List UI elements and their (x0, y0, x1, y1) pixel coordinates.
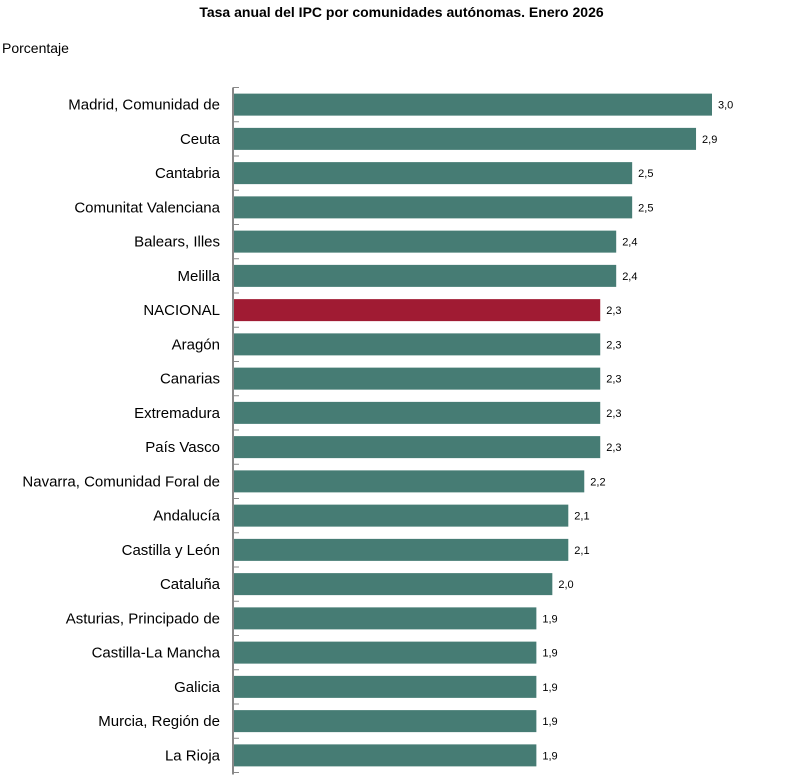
bar (233, 470, 585, 493)
bar (233, 264, 617, 287)
category-label: Ceuta (180, 131, 221, 148)
data-label: 2,3 (606, 305, 621, 317)
bar (233, 710, 537, 733)
data-label: 2,3 (606, 339, 621, 351)
data-label: 1,9 (542, 750, 557, 762)
bar (233, 367, 601, 390)
bar (233, 196, 633, 219)
category-label: La Rioja (165, 747, 221, 764)
data-label: 2,9 (702, 134, 717, 146)
category-label: Cantabria (155, 165, 221, 182)
bar (233, 607, 537, 630)
category-label: NACIONAL (143, 302, 220, 319)
data-label: 2,5 (638, 202, 653, 214)
category-label: Comunitat Valenciana (74, 199, 220, 216)
category-label: Cataluña (160, 576, 221, 593)
data-label: 1,9 (542, 682, 557, 694)
category-label: País Vasco (145, 439, 220, 456)
category-label: Galicia (174, 679, 221, 696)
bar (233, 401, 601, 424)
bar (233, 299, 601, 322)
bar (233, 675, 537, 698)
category-label: Canarias (160, 371, 220, 388)
bar (233, 504, 569, 527)
data-label: 2,5 (638, 168, 653, 180)
category-label: Navarra, Comunidad Foral de (22, 473, 220, 490)
category-label: Castilla y León (122, 542, 220, 559)
data-label: 2,4 (622, 271, 637, 283)
data-label: 1,9 (542, 613, 557, 625)
category-label: Asturias, Principado de (66, 610, 220, 627)
data-label: 2,0 (558, 579, 573, 591)
bar (233, 162, 633, 185)
data-label: 3,0 (718, 100, 733, 112)
bar (233, 744, 537, 767)
data-label: 1,9 (542, 648, 557, 660)
bar (233, 538, 569, 561)
bar (233, 436, 601, 459)
category-label: Murcia, Región de (98, 713, 220, 730)
category-label: Aragón (172, 336, 220, 353)
category-label: Castilla-La Mancha (92, 645, 221, 662)
data-label: 2,3 (606, 408, 621, 420)
category-label: Melilla (177, 268, 220, 285)
data-label: 2,4 (622, 237, 637, 249)
bar (233, 230, 617, 253)
category-label: Andalucía (153, 508, 220, 525)
bar (233, 333, 601, 356)
bar (233, 641, 537, 664)
category-label: Madrid, Comunidad de (68, 97, 220, 114)
data-label: 1,9 (542, 716, 557, 728)
chart-title: Tasa anual del IPC por comunidades autón… (199, 4, 604, 20)
data-label: 2,1 (574, 545, 589, 557)
bar (233, 93, 712, 116)
data-label: 2,1 (574, 511, 589, 523)
y-unit-label: Porcentaje (2, 40, 69, 56)
data-label: 2,2 (590, 476, 605, 488)
category-label: Extremadura (134, 405, 221, 422)
data-label: 2,3 (606, 374, 621, 386)
category-label: Balears, Illes (134, 234, 220, 251)
bar (233, 127, 697, 150)
data-label: 2,3 (606, 442, 621, 454)
bar (233, 573, 553, 596)
